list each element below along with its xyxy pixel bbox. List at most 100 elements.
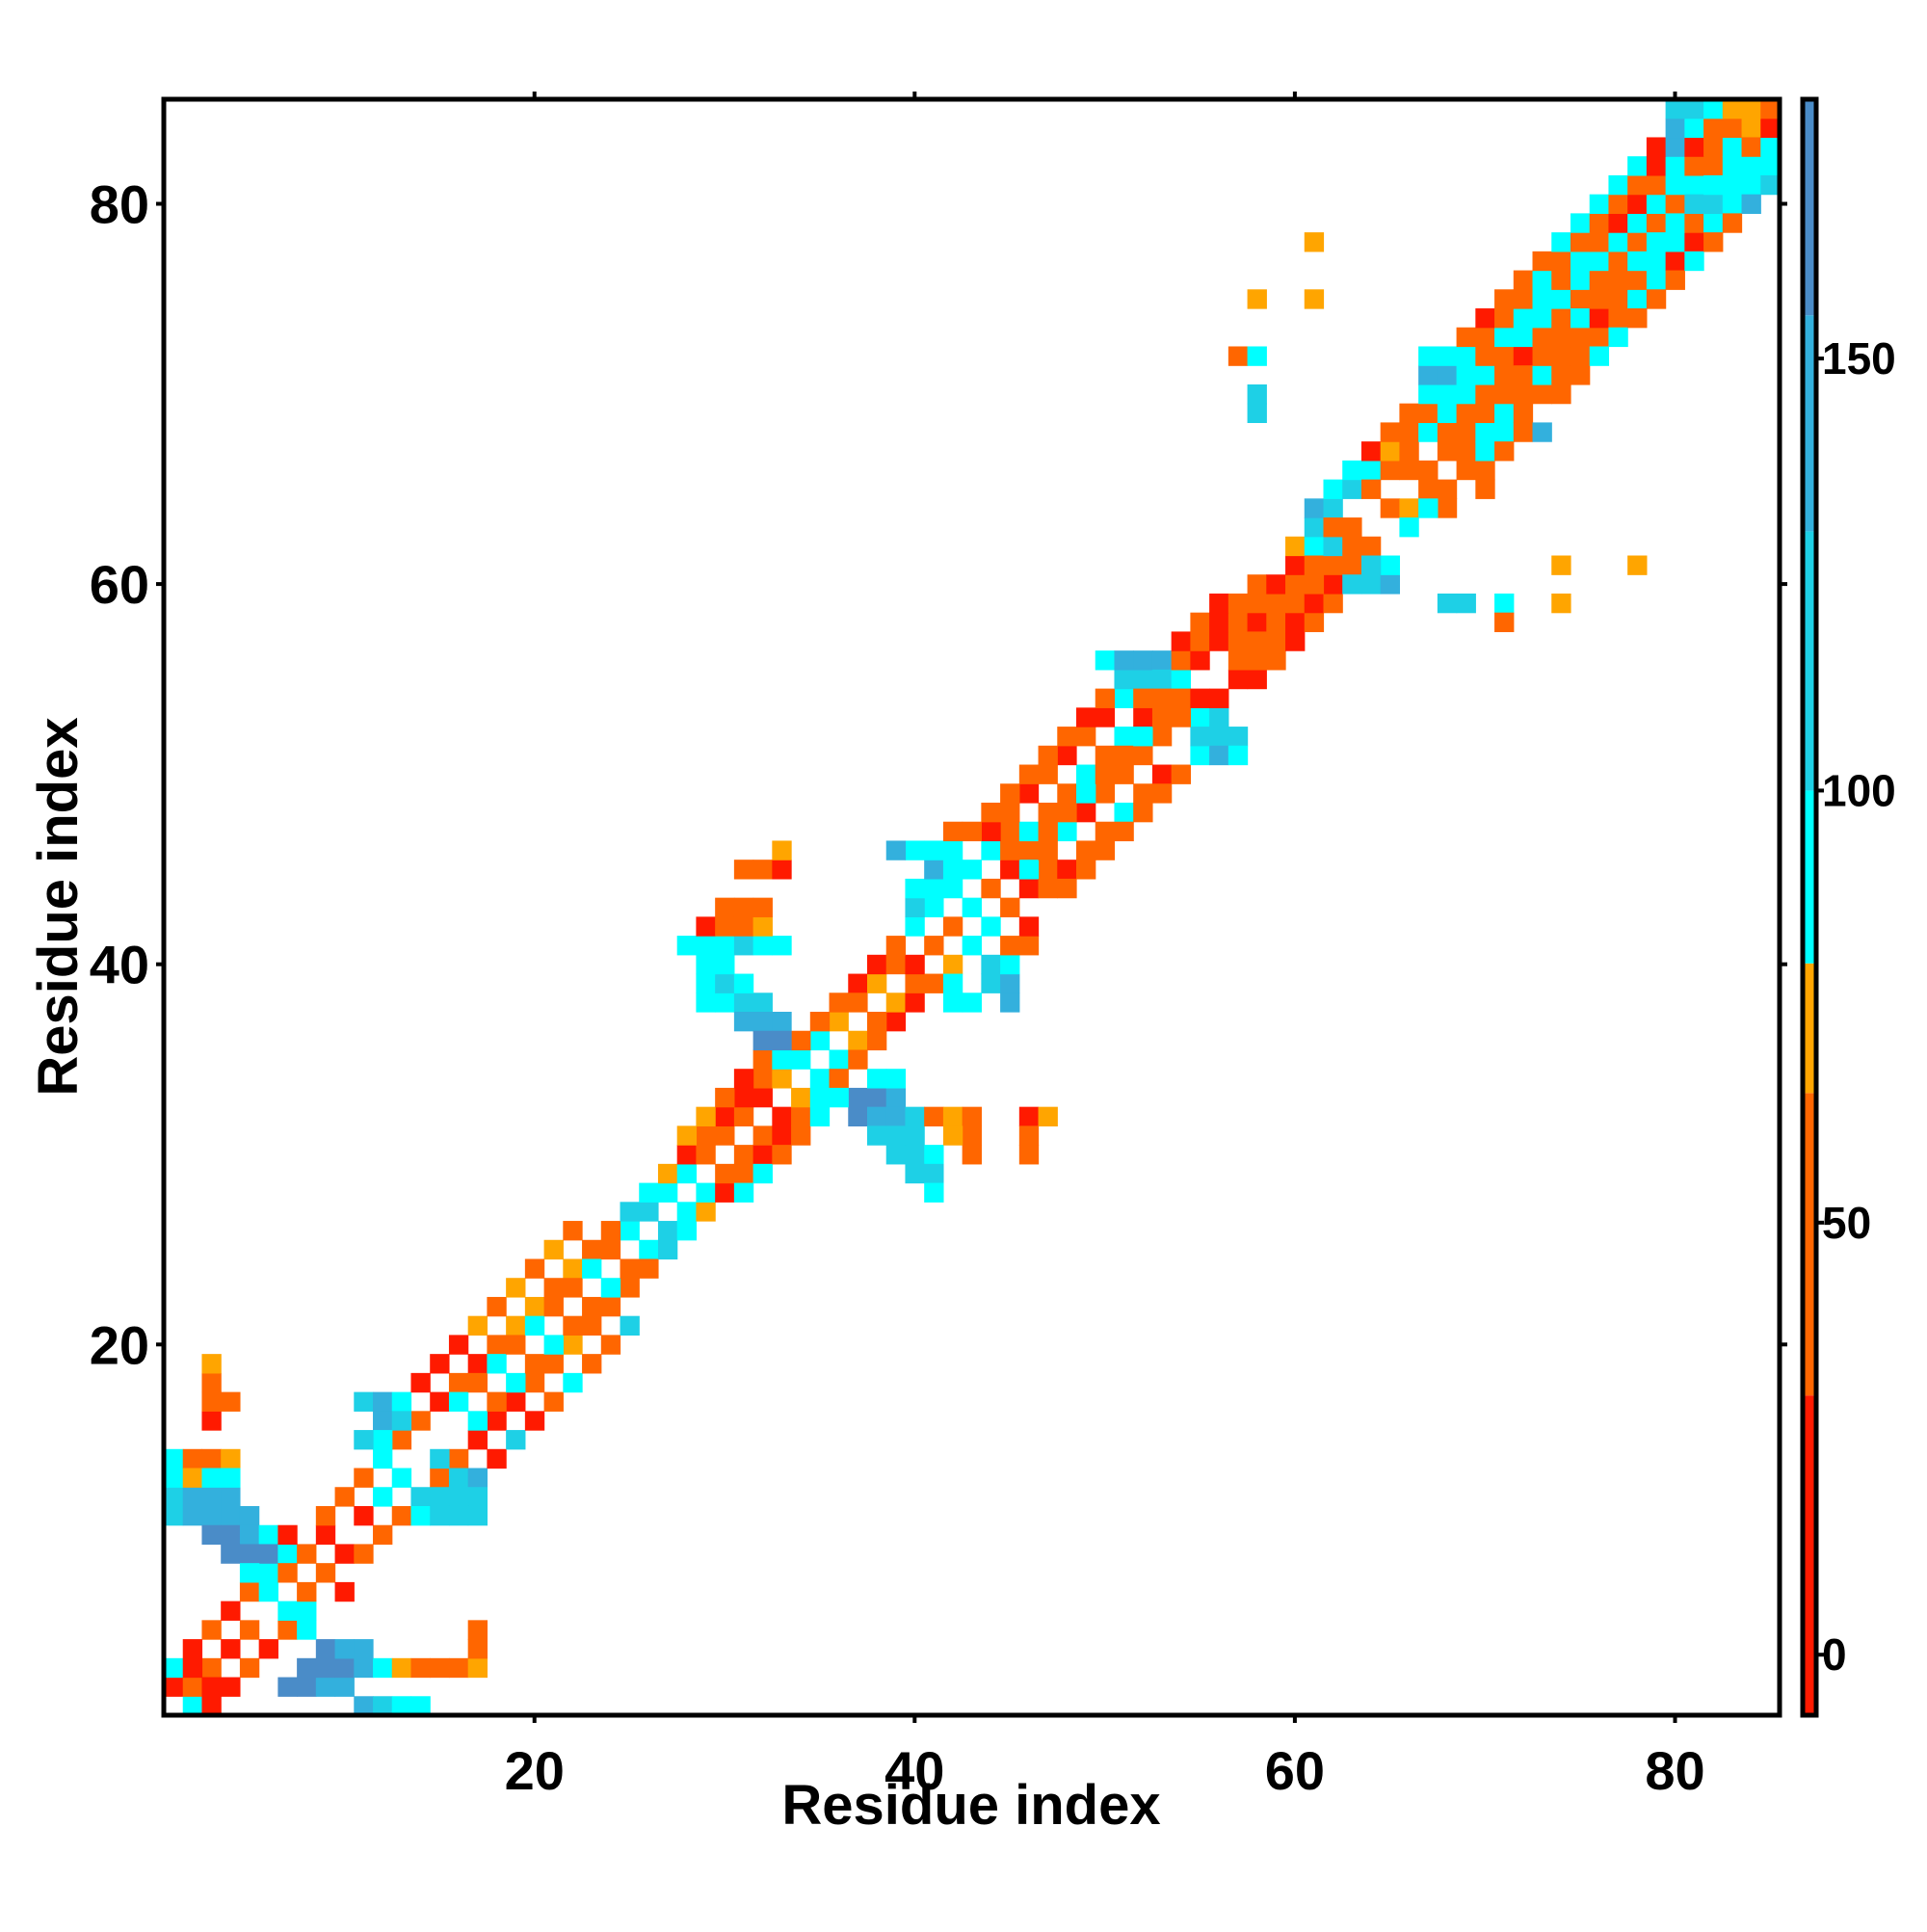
- heatmap-cell: [1114, 727, 1134, 747]
- heatmap-cell: [258, 1524, 278, 1546]
- heatmap-cell: [772, 1049, 792, 1070]
- heatmap-cell: [1190, 707, 1210, 728]
- heatmap-cell: [885, 1012, 907, 1032]
- heatmap-cell: [354, 1468, 374, 1488]
- heatmap-cell: [1342, 460, 1362, 481]
- heatmap-cell: [1684, 174, 1704, 196]
- heatmap-cell: [1171, 707, 1191, 728]
- heatmap-cell: [201, 1657, 222, 1679]
- heatmap-cell: [1380, 460, 1401, 481]
- heatmap-cell: [1494, 365, 1515, 385]
- heatmap-cell: [848, 1106, 868, 1126]
- heatmap-cell: [962, 897, 982, 917]
- heatmap-cell: [733, 1145, 754, 1165]
- heatmap-cell: [1665, 194, 1685, 214]
- heatmap-cell: [1380, 498, 1401, 518]
- heatmap-cell: [1665, 99, 1685, 119]
- heatmap-cell: [1227, 650, 1249, 671]
- heatmap-cell: [1608, 289, 1628, 309]
- heatmap-cell: [676, 1163, 698, 1184]
- heatmap-cell: [1589, 308, 1610, 329]
- heatmap-cell: [1551, 593, 1571, 614]
- heatmap-cell: [1741, 137, 1761, 157]
- y-axis-title: Residue index: [27, 717, 90, 1096]
- colorbar: 0 50 100 150: [1800, 96, 1896, 1718]
- heatmap-cell: [1323, 536, 1343, 557]
- heatmap-cell: [201, 1468, 222, 1488]
- heatmap-cell: [1513, 346, 1534, 366]
- heatmap-cell: [1323, 574, 1343, 595]
- heatmap-cell: [905, 897, 925, 917]
- colorbar-ticks: 0 50 100 150: [1816, 333, 1896, 1680]
- heatmap-cell: [924, 840, 944, 860]
- heatmap-cell: [1018, 860, 1040, 880]
- heatmap-cell: [772, 1125, 792, 1146]
- heatmap-cell: [410, 1372, 431, 1393]
- heatmap-cell: [1304, 574, 1325, 595]
- heatmap-cell: [1171, 650, 1191, 671]
- heatmap-cell: [201, 1487, 222, 1507]
- heatmap-cell: [1323, 479, 1343, 499]
- heatmap-cell: [676, 1145, 698, 1165]
- heatmap-cell: [715, 1182, 735, 1203]
- heatmap-cell: [1532, 365, 1552, 385]
- heatmap-cell: [1266, 650, 1286, 671]
- heatmap-cell: [487, 1448, 507, 1469]
- heatmap-cell: [164, 1468, 184, 1488]
- heatmap-cell: [164, 1448, 184, 1469]
- heatmap-cell: [201, 1372, 222, 1393]
- heatmap-cell: [182, 1657, 203, 1679]
- heatmap-cell: [1532, 346, 1552, 366]
- heatmap-cell: [1227, 593, 1249, 614]
- heatmap-cell: [239, 1620, 260, 1640]
- heatmap-cell: [1133, 669, 1153, 690]
- heatmap-cell: [942, 821, 964, 842]
- y-tick-label: 40: [90, 935, 149, 995]
- heatmap-cell: [1684, 251, 1704, 272]
- heatmap-cell: [221, 1448, 241, 1469]
- heatmap-cell: [334, 1657, 355, 1679]
- heatmap-cell: [410, 1487, 431, 1507]
- heatmap-cell: [1018, 764, 1040, 784]
- heatmap-cell: [942, 1125, 964, 1146]
- heatmap-cell: [373, 1524, 393, 1546]
- heatmap-cell: [942, 1106, 964, 1126]
- heatmap-cell: [1494, 441, 1515, 462]
- heatmap-cell: [1151, 669, 1173, 690]
- heatmap-cell: [239, 1505, 260, 1526]
- heatmap-cell: [962, 992, 982, 1013]
- heatmap-cell: [448, 1505, 469, 1526]
- heatmap-cell: [885, 954, 907, 975]
- heatmap-cell: [905, 992, 925, 1013]
- heatmap-cell: [1551, 251, 1571, 272]
- heatmap-cell: [391, 1696, 412, 1716]
- heatmap-cell: [733, 936, 754, 956]
- heatmap-cell: [448, 1657, 469, 1679]
- heatmap-cell: [676, 1221, 698, 1241]
- heatmap-cell: [1703, 232, 1724, 252]
- heatmap-cell: [752, 992, 773, 1013]
- heatmap-cell: [715, 973, 735, 993]
- heatmap-cell: [942, 878, 964, 899]
- heatmap-cell: [524, 1411, 545, 1431]
- heatmap-cell: [866, 973, 887, 993]
- heatmap-cell: [1551, 346, 1571, 366]
- heatmap-cell: [1076, 840, 1096, 860]
- heatmap-cell: [1171, 688, 1191, 708]
- heatmap-cell: [962, 821, 982, 842]
- heatmap-cell: [221, 1505, 241, 1526]
- heatmap-cell: [1760, 99, 1781, 119]
- heatmap-cell: [809, 1012, 831, 1032]
- heatmap-cell: [1171, 631, 1191, 651]
- heatmap-cell: [1437, 479, 1458, 499]
- heatmap-cell: [620, 1258, 640, 1279]
- heatmap-cell: [1247, 593, 1267, 614]
- heatmap-cell: [1551, 555, 1571, 575]
- heatmap-cell: [315, 1524, 336, 1546]
- heatmap-cell: [391, 1505, 412, 1526]
- heatmap-cell: [1703, 194, 1724, 214]
- heatmap-cell: [1456, 384, 1476, 405]
- heatmap-cell: [1475, 422, 1495, 442]
- heatmap-cell: [905, 954, 925, 975]
- heatmap-cell: [772, 1069, 792, 1089]
